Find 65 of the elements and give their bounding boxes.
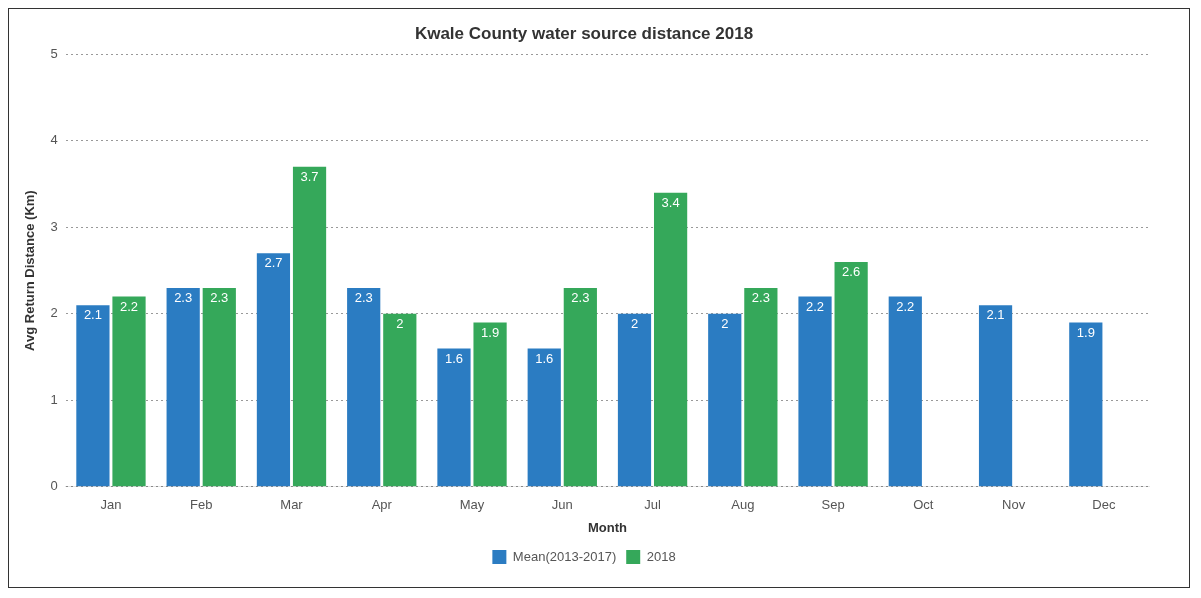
x-tick-label: Mar (280, 497, 304, 513)
legend-label: 2018 (646, 548, 676, 564)
data-label: 2.2 (119, 298, 139, 314)
bar (112, 296, 146, 487)
data-label: 2.7 (264, 255, 283, 271)
data-label: 2.1 (986, 307, 1005, 323)
data-label: 2 (630, 315, 639, 331)
bar (473, 322, 507, 487)
bar (292, 166, 327, 487)
x-tick-label: Jan (100, 497, 122, 513)
x-tick-label: Feb (190, 497, 213, 513)
data-label: 2.6 (842, 264, 861, 280)
data-label: 1.6 (444, 350, 463, 366)
x-tick-label: Aug (731, 497, 755, 513)
y-tick-label: 1 (50, 391, 58, 407)
bar (708, 313, 742, 487)
bar (978, 305, 1013, 487)
data-label: 2.3 (174, 289, 193, 305)
x-tick-label: Nov (1002, 497, 1026, 513)
y-tick-label: 0 (50, 478, 58, 494)
data-label: 2.3 (210, 289, 229, 305)
y-tick-label: 2 (50, 305, 58, 321)
bar (563, 287, 597, 487)
data-label: 2 (721, 315, 729, 331)
data-label: 1.6 (535, 350, 554, 366)
bar (888, 296, 922, 487)
bar (166, 287, 200, 487)
data-label: 1.9 (481, 324, 500, 340)
data-label: 2.3 (571, 289, 590, 305)
bar (798, 296, 832, 487)
y-tick-label: 3 (50, 218, 58, 234)
x-axis-title: Month (587, 519, 627, 535)
x-tick-label: Dec (1092, 497, 1116, 513)
chart-title: Kwale County water source distance 2018 (414, 23, 754, 43)
legend-label: Mean(2013-2017) (512, 548, 617, 564)
bar (383, 313, 417, 487)
data-label: 3.7 (300, 168, 319, 184)
y-axis-title: Avg Return Distance (Km) (22, 190, 38, 351)
x-tick-label: Sep (821, 497, 845, 513)
bar (653, 192, 688, 487)
bar (617, 313, 652, 487)
bar (347, 287, 381, 487)
bar (256, 253, 291, 487)
bar (744, 287, 778, 487)
data-label: 2.1 (83, 307, 102, 323)
data-label: 2.2 (896, 298, 915, 314)
x-tick-label: Jul (644, 497, 661, 513)
y-tick-label: 5 (50, 45, 58, 61)
bar (76, 305, 110, 487)
x-tick-label: Oct (913, 497, 934, 513)
x-tick-label: May (459, 497, 485, 513)
x-tick-label: Jun (551, 497, 573, 513)
data-label: 1.9 (1076, 324, 1095, 340)
data-label: 2.3 (354, 289, 373, 305)
data-label: 2.3 (751, 289, 770, 305)
y-tick-label: 4 (50, 132, 58, 148)
bar (437, 348, 471, 487)
bar (1069, 322, 1103, 487)
data-label: 2 (396, 315, 404, 331)
bar (527, 348, 561, 487)
data-label: 3.4 (661, 194, 680, 210)
x-tick-label: Apr (371, 497, 393, 513)
data-label: 2.2 (805, 298, 825, 314)
bar (202, 287, 236, 487)
bar (834, 261, 868, 487)
